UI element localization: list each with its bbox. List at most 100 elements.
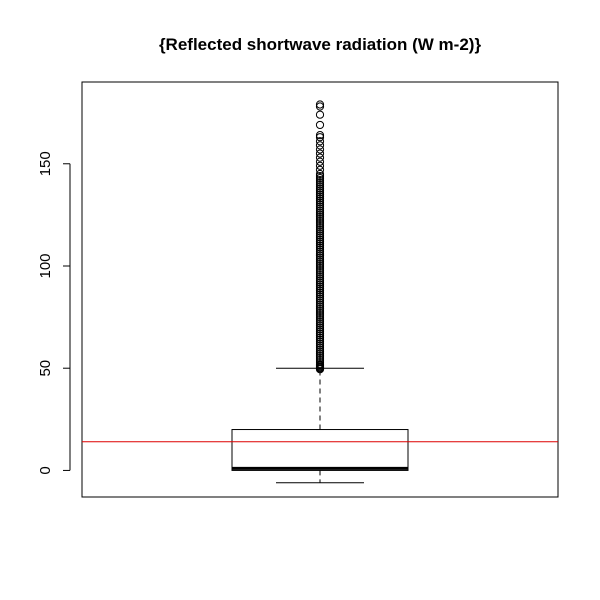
outlier-point <box>315 288 325 297</box>
outlier-point <box>315 353 325 363</box>
outlier-point <box>315 282 325 291</box>
outlier-point <box>315 100 325 109</box>
y-axis: 0 50 100 150 <box>37 151 71 475</box>
outlier-point <box>315 315 325 324</box>
y-tick-label: 150 <box>37 151 54 176</box>
y-tick-label: 0 <box>37 466 54 474</box>
outlier-point <box>315 165 325 175</box>
plot-frame <box>81 81 559 498</box>
outlier-point <box>315 194 325 203</box>
outlier-point <box>315 347 325 356</box>
outlier-point <box>315 306 325 316</box>
outlier-point <box>315 153 325 162</box>
outlier-point <box>315 317 325 326</box>
outlier-point <box>315 351 325 361</box>
outlier-point <box>315 300 325 309</box>
outlier-point <box>315 296 325 305</box>
outlier-point <box>315 229 325 238</box>
outlier-point <box>315 253 325 262</box>
outlier-point <box>315 261 325 271</box>
chart-title: {Reflected shortwave radiation (W m-2)} <box>159 35 482 54</box>
outlier-point <box>315 323 325 332</box>
outlier-point <box>315 235 325 244</box>
outlier-point <box>315 145 325 154</box>
outlier-point <box>315 198 325 207</box>
outlier-point <box>315 223 325 232</box>
outlier-point <box>315 182 325 191</box>
outlier-point <box>315 239 325 248</box>
outlier-points <box>315 100 325 374</box>
outlier-point <box>315 102 325 111</box>
outlier-point <box>315 204 325 213</box>
box-plot <box>231 367 409 484</box>
outlier-point <box>315 284 325 293</box>
outlier-point <box>315 176 325 185</box>
outlier-point <box>315 180 325 189</box>
outlier-point <box>315 298 325 307</box>
outlier-point <box>315 335 325 344</box>
outlier-point <box>315 286 325 295</box>
outlier-point <box>315 331 325 340</box>
outlier-point <box>315 171 325 181</box>
outlier-point <box>315 200 325 209</box>
outlier-point <box>315 280 325 289</box>
outlier-point <box>315 131 325 140</box>
outlier-point <box>315 210 325 219</box>
outlier-point <box>315 278 325 287</box>
outlier-point <box>315 218 325 228</box>
outlier-point <box>315 357 325 367</box>
outlier-point <box>315 196 325 205</box>
outlier-point <box>315 304 325 314</box>
outlier-point <box>315 319 325 328</box>
outlier-point <box>315 345 325 354</box>
outlier-point <box>315 337 325 346</box>
outlier-point <box>315 341 325 350</box>
outlier-point <box>315 216 325 226</box>
outlier-point <box>315 255 325 264</box>
outlier-point <box>315 292 325 301</box>
outlier-point <box>315 265 325 275</box>
outlier-point <box>315 237 325 246</box>
outlier-point <box>315 231 325 240</box>
outlier-point <box>315 225 325 234</box>
outlier-point <box>315 202 325 211</box>
outlier-point <box>315 243 325 252</box>
outlier-point <box>315 141 325 150</box>
outlier-point <box>315 212 325 222</box>
outlier-point <box>315 173 325 183</box>
outlier-point <box>315 214 325 224</box>
outlier-point <box>315 329 325 338</box>
outlier-point <box>315 206 325 215</box>
y-tick-label: 50 <box>37 360 54 377</box>
outlier-point <box>315 268 325 277</box>
outlier-point <box>315 327 325 336</box>
outlier-point <box>315 308 325 318</box>
outlier-point <box>315 360 325 369</box>
outlier-point <box>315 190 325 199</box>
outlier-point <box>315 208 325 217</box>
outlier-point <box>315 186 325 195</box>
outlier-point <box>315 227 325 236</box>
outlier-point <box>315 110 325 119</box>
outlier-point <box>315 294 325 303</box>
outlier-point <box>315 263 325 273</box>
outlier-point <box>315 137 325 146</box>
y-tick-label: 100 <box>37 253 54 278</box>
outlier-point <box>315 259 325 269</box>
outlier-point <box>315 169 325 179</box>
outlier-point <box>315 272 325 281</box>
outlier-point <box>315 333 325 342</box>
outlier-point <box>315 310 325 320</box>
outlier-point <box>315 178 325 187</box>
outlier-point <box>315 349 325 358</box>
outlier-point <box>315 251 325 260</box>
outlier-point <box>315 343 325 352</box>
outlier-point <box>315 245 325 254</box>
box-iqr <box>231 429 409 471</box>
outlier-point <box>315 290 325 299</box>
outlier-point <box>315 276 325 285</box>
outlier-point <box>315 120 325 130</box>
outlier-point <box>315 325 325 334</box>
